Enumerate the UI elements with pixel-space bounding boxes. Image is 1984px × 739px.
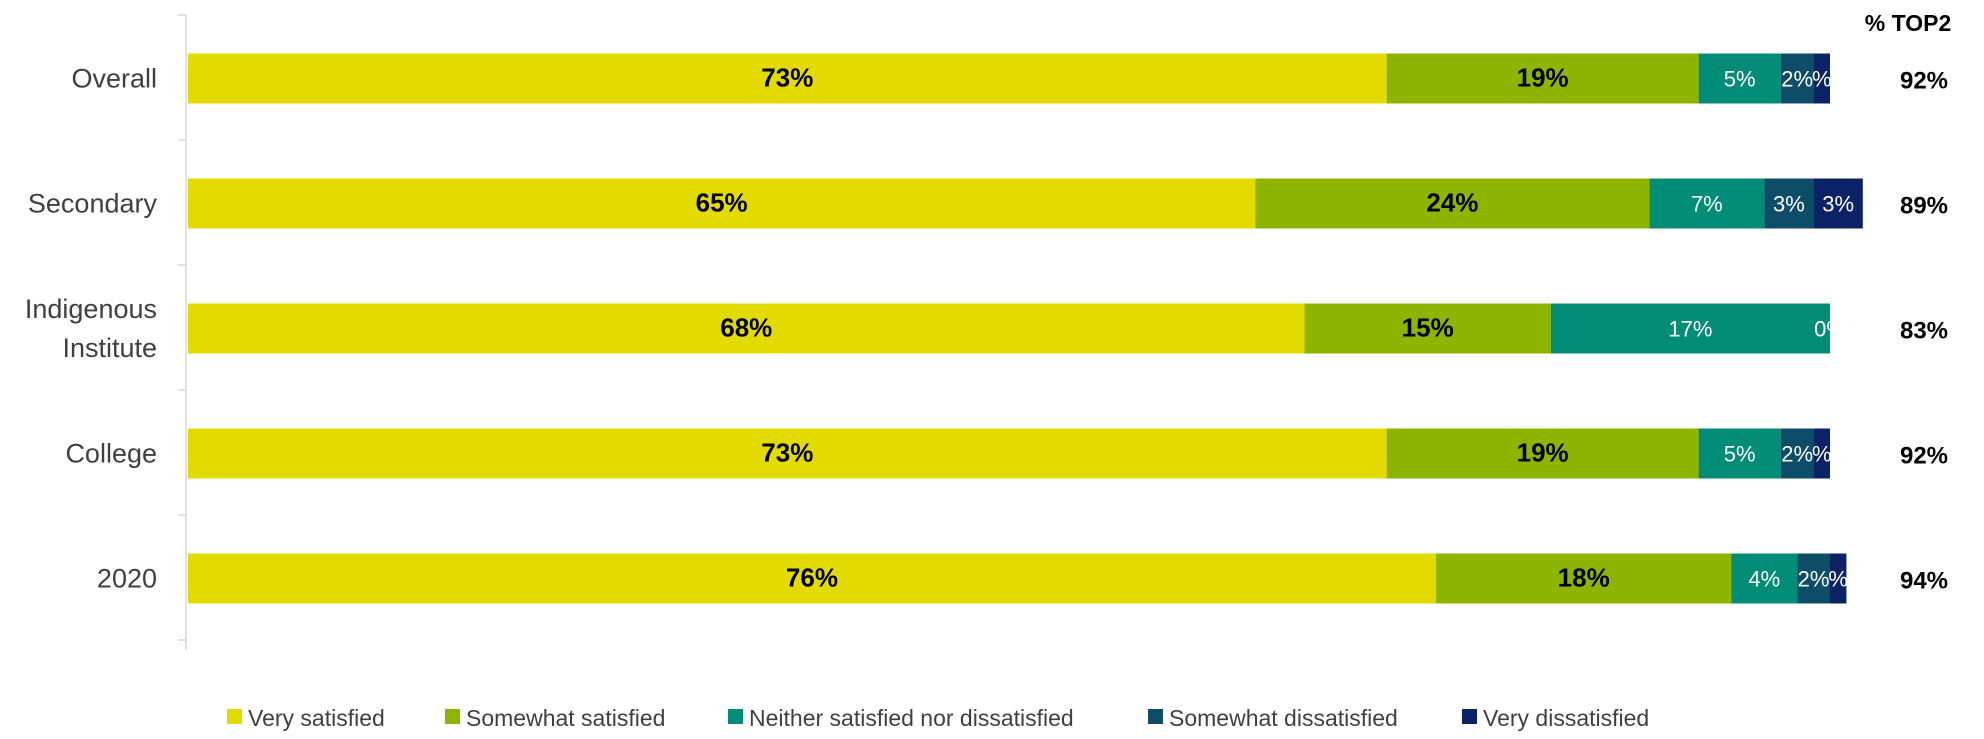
category-label-secondary: Secondary xyxy=(28,189,158,219)
legend-label-very-dissatisfied: Very dissatisfied xyxy=(1483,705,1649,731)
bar-overall-somewhat-dissatisfied xyxy=(1780,53,1814,104)
category-axis: Overall Secondary Indigenous Institute Colle… xyxy=(25,14,187,650)
data-label-college-very-dissatisfied: % xyxy=(1812,442,1832,467)
category-label-2020: 2020 xyxy=(97,564,157,594)
data-label-2020-somewhat-satisfied: 18% xyxy=(1558,563,1610,593)
bar-overall-very-dissatisfied xyxy=(1813,53,1830,104)
data-label-overall-neither-satisfied-nor-dissatisfied: 5% xyxy=(1724,67,1756,92)
legend-swatch-very-satisfied xyxy=(227,709,242,724)
top2-value-indigenous-institute: 83% xyxy=(1900,318,1948,345)
category-label-overall: Overall xyxy=(71,64,157,94)
category-label-indigenous-institute: Indigenous Institute xyxy=(25,294,157,363)
bar-overall-neither-satisfied-nor-dissatisfied xyxy=(1698,53,1781,104)
data-label-college-very-satisfied: 73% xyxy=(761,438,813,468)
data-label-secondary-very-dissatisfied: 3% xyxy=(1822,192,1854,217)
legend-label-somewhat-satisfied: Somewhat satisfied xyxy=(466,705,665,731)
bar-secondary-very-dissatisfied xyxy=(1813,178,1863,229)
bar-2020-very-satisfied xyxy=(188,553,1436,604)
data-labels: 73% 19% 5% 2%% 65% 24% 7% 3% 3% 68% 15% 17% 0% 73% 19%… xyxy=(696,63,1854,593)
top2-header: % TOP2 xyxy=(1865,10,1952,36)
bar-2020-somewhat-satisfied xyxy=(1435,553,1732,604)
data-label-2020-somewhat-dissatisfied: 2% xyxy=(1798,567,1830,592)
data-label-indigenous-institute-very-satisfied: 68% xyxy=(720,313,772,343)
legend-swatch-somewhat-satisfied xyxy=(445,709,460,724)
bar-overall-very-satisfied xyxy=(188,53,1387,104)
data-label-indigenous-institute-very-dissatisfied: 0% xyxy=(1814,317,1846,342)
bar-2020-very-dissatisfied xyxy=(1830,553,1847,604)
top2-value-college: 92% xyxy=(1900,443,1948,470)
bar-indigenous-institute-very-satisfied xyxy=(188,303,1305,354)
data-label-2020-very-dissatisfied: % xyxy=(1828,567,1848,592)
bar-secondary-very-satisfied xyxy=(188,178,1256,229)
legend-label-neither-satisfied-nor-dissatisfied: Neither satisfied nor dissatisfied xyxy=(749,705,1074,731)
data-label-overall-very-dissatisfied: % xyxy=(1812,67,1832,92)
data-label-overall-somewhat-satisfied: 19% xyxy=(1517,63,1569,93)
bar-college-somewhat-dissatisfied xyxy=(1780,428,1814,479)
top2-value-secondary: 89% xyxy=(1900,193,1948,220)
bar-college-somewhat-satisfied xyxy=(1386,428,1699,479)
top2-value-overall: 92% xyxy=(1900,68,1948,95)
data-label-2020-neither-satisfied-nor-dissatisfied: 4% xyxy=(1748,567,1780,592)
data-label-secondary-neither-satisfied-nor-dissatisfied: 7% xyxy=(1691,192,1723,217)
bar-secondary-somewhat-satisfied xyxy=(1255,178,1650,229)
legend: Very satisfied Somewhat satisfied Neither … xyxy=(227,705,1649,731)
bar-overall-somewhat-satisfied xyxy=(1386,53,1699,104)
data-label-secondary-very-satisfied: 65% xyxy=(696,188,748,218)
data-label-college-neither-satisfied-nor-dissatisfied: 5% xyxy=(1724,442,1756,467)
legend-label-very-satisfied: Very satisfied xyxy=(248,705,385,731)
bar-secondary-somewhat-dissatisfied xyxy=(1764,178,1814,229)
bar-indigenous-institute-somewhat-satisfied xyxy=(1304,303,1551,354)
bar-indigenous-institute-neither-satisfied-nor-dissatisfied xyxy=(1550,303,1830,354)
legend-label-somewhat-dissatisfied: Somewhat dissatisfied xyxy=(1169,705,1398,731)
top2-value-2020: 94% xyxy=(1900,568,1948,595)
data-label-overall-very-satisfied: 73% xyxy=(761,63,813,93)
legend-swatch-very-dissatisfied xyxy=(1462,709,1477,724)
bars xyxy=(188,53,1863,604)
data-label-overall-somewhat-dissatisfied: 2% xyxy=(1781,67,1813,92)
category-label-college: College xyxy=(65,439,157,469)
bar-college-very-dissatisfied xyxy=(1813,428,1830,479)
data-label-indigenous-institute-somewhat-satisfied: 15% xyxy=(1402,313,1454,343)
bar-college-neither-satisfied-nor-dissatisfied xyxy=(1698,428,1781,479)
data-label-secondary-somewhat-dissatisfied: 3% xyxy=(1773,192,1805,217)
bar-2020-neither-satisfied-nor-dissatisfied xyxy=(1731,553,1798,604)
bar-secondary-neither-satisfied-nor-dissatisfied xyxy=(1649,178,1765,229)
legend-swatch-somewhat-dissatisfied xyxy=(1148,709,1163,724)
data-label-indigenous-institute-neither-satisfied-nor-dissatisfied: 17% xyxy=(1668,317,1712,342)
bar-college-very-satisfied xyxy=(188,428,1387,479)
legend-swatch-neither-satisfied-nor-dissatisfied xyxy=(728,709,743,724)
data-label-secondary-somewhat-satisfied: 24% xyxy=(1426,188,1478,218)
data-label-college-somewhat-dissatisfied: 2% xyxy=(1781,442,1813,467)
bar-2020-somewhat-dissatisfied xyxy=(1797,553,1830,604)
data-label-college-somewhat-satisfied: 19% xyxy=(1517,438,1569,468)
top2-column: % TOP2 92% 89% 83% 92% 94% xyxy=(1865,10,1952,595)
data-label-2020-very-satisfied: 76% xyxy=(786,563,838,593)
